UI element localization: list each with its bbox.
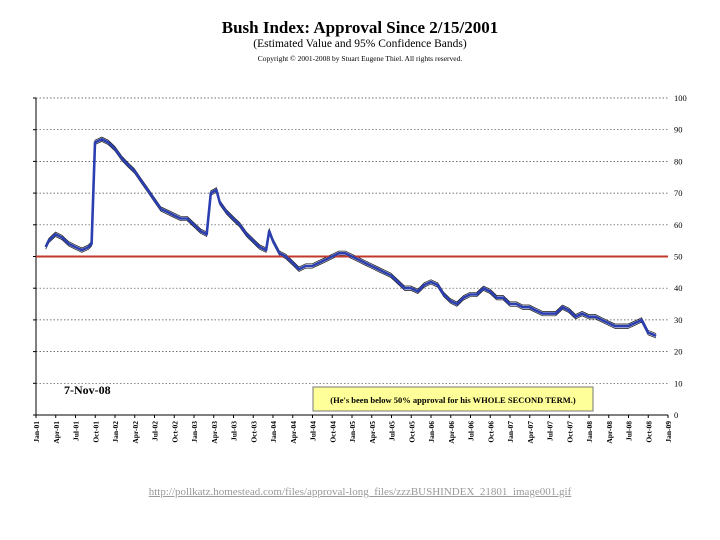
x-tick-label: Jan-07 xyxy=(506,421,515,443)
copyright-notice: Copyright © 2001-2008 by Stuart Eugene T… xyxy=(257,54,463,63)
x-tick-label: Jul-05 xyxy=(388,421,397,441)
y-tick-label: 0 xyxy=(674,410,678,420)
x-tick-label: Jan-03 xyxy=(190,421,199,443)
x-tick-label: Oct-01 xyxy=(91,421,100,443)
x-tick-label: Jul-04 xyxy=(309,421,318,441)
x-tick-label: Oct-05 xyxy=(407,421,416,443)
x-tick-label: Apr-04 xyxy=(289,421,298,444)
x-tick-label: Jan-09 xyxy=(664,421,673,443)
upper-confidence-band xyxy=(45,136,657,334)
x-tick-label: Oct-08 xyxy=(644,421,653,443)
x-tick-label: Apr-05 xyxy=(368,421,377,444)
y-tick-label: 90 xyxy=(674,125,683,135)
y-tick-label: 10 xyxy=(674,378,683,388)
x-tick-label: Jul-02 xyxy=(151,421,160,441)
x-tick-label: Jan-06 xyxy=(427,421,436,443)
y-tick-label: 30 xyxy=(674,315,683,325)
x-tick-label: Apr-06 xyxy=(447,421,456,444)
annotation-box: (He's been below 50% approval for his WH… xyxy=(312,386,594,412)
y-tick-label: 40 xyxy=(674,283,683,293)
x-axis-ticks: Jan-01 Apr-01 Jul-01 Oct-01 Jan-02 Apr-02 Jul-… xyxy=(32,415,673,444)
series-line xyxy=(44,137,657,338)
x-tick-label: Oct-03 xyxy=(249,421,258,443)
y-tick-label: 100 xyxy=(674,93,687,103)
x-tick-label: Jul-07 xyxy=(546,421,555,441)
y-axis-ticks: 0 10 20 30 40 50 60 70 80 90 100 xyxy=(674,93,687,420)
x-tick-label: Apr-07 xyxy=(526,421,535,444)
x-tick-label: Jan-01 xyxy=(32,421,41,443)
date-label: 7-Nov-08 xyxy=(64,383,111,397)
annotation-text: (He's been below 50% approval for his WH… xyxy=(330,395,576,405)
x-tick-label: Jul-08 xyxy=(625,421,634,441)
x-tick-label: Jan-08 xyxy=(585,421,594,443)
y-tick-label: 50 xyxy=(674,252,683,262)
x-tick-label: Jul-01 xyxy=(72,421,81,441)
x-tick-label: Jul-03 xyxy=(230,421,239,441)
x-tick-label: Jan-02 xyxy=(111,421,120,443)
x-tick-label: Oct-04 xyxy=(328,421,337,443)
source-url[interactable]: http://pollkatz.homestead.com/files/appr… xyxy=(148,486,572,498)
y-tick-label: 20 xyxy=(674,347,683,357)
x-tick-label: Apr-08 xyxy=(605,421,614,444)
x-tick-label: Apr-01 xyxy=(52,421,61,444)
x-tick-label: Jul-06 xyxy=(467,421,476,441)
x-tick-label: Oct-06 xyxy=(486,421,495,443)
y-tick-label: 70 xyxy=(674,188,683,198)
x-tick-label: Jan-04 xyxy=(269,421,278,443)
y-tick-label: 60 xyxy=(674,220,683,230)
x-tick-label: Apr-03 xyxy=(210,421,219,444)
chart-title: Bush Index: Approval Since 2/15/2001 xyxy=(221,18,499,37)
x-tick-label: Jan-05 xyxy=(348,421,357,443)
x-tick-label: Apr-02 xyxy=(131,421,140,444)
x-tick-label: Oct-07 xyxy=(565,421,574,443)
x-tick-label: Oct-02 xyxy=(170,421,179,443)
y-tick-label: 80 xyxy=(674,156,683,166)
chart-subtitle: (Estimated Value and 95% Confidence Band… xyxy=(253,38,467,50)
